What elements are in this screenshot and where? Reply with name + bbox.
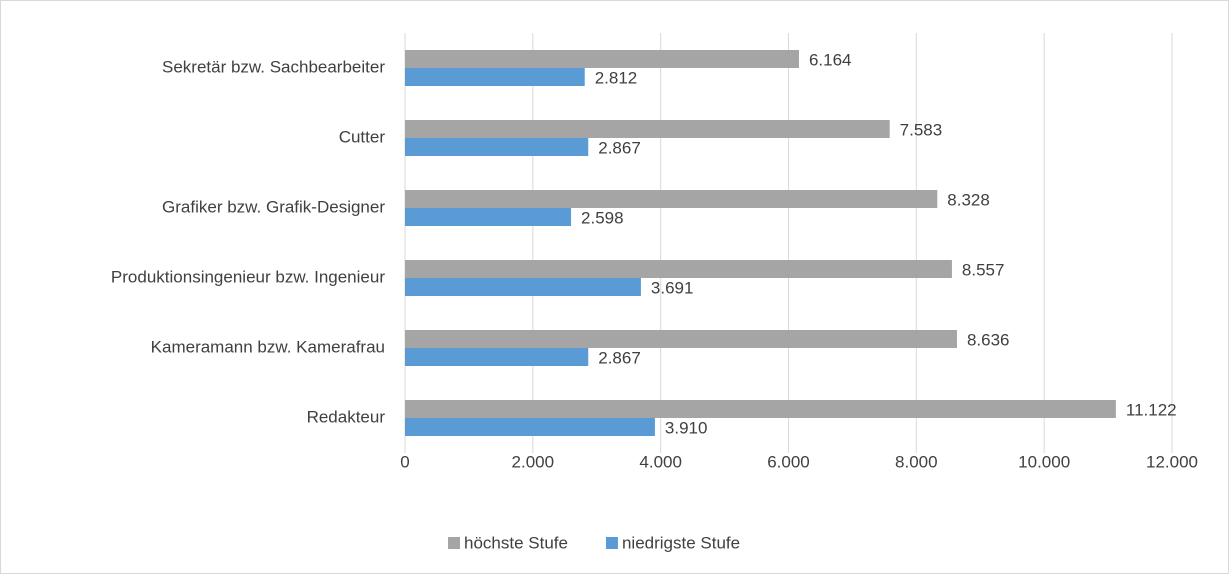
data-label: 2.867 [598, 348, 641, 367]
data-label: 8.557 [962, 260, 1005, 279]
bar [405, 190, 938, 208]
y-tick-label: Grafiker bzw. Grafik-Designer [162, 197, 385, 216]
x-tick-label: 4.000 [639, 452, 682, 471]
data-label: 2.812 [595, 68, 638, 87]
legend-label: höchste Stufe [464, 533, 568, 552]
bar [405, 208, 572, 226]
y-tick-label: Sekretär bzw. Sachbearbeiter [162, 57, 385, 76]
y-tick-label: Produktionsingenieur bzw. Ingenieur [111, 267, 385, 286]
data-label: 6.164 [809, 50, 852, 69]
bar [405, 260, 952, 278]
y-tick-label: Kameramann bzw. Kamerafrau [151, 337, 385, 356]
data-label: 8.328 [947, 190, 990, 209]
y-tick-label: Cutter [339, 127, 386, 146]
x-tick-label: 2.000 [512, 452, 555, 471]
data-label: 7.583 [900, 120, 943, 139]
x-tick-label: 10.000 [1018, 452, 1070, 471]
data-label: 2.598 [581, 208, 624, 227]
y-tick-label: Redakteur [307, 407, 386, 426]
bar [405, 278, 641, 296]
bar [405, 68, 585, 86]
data-label: 3.910 [665, 418, 708, 437]
x-tick-label: 0 [400, 452, 409, 471]
data-label: 2.867 [598, 138, 641, 157]
x-tick-label: 8.000 [895, 452, 938, 471]
x-tick-label: 6.000 [767, 452, 810, 471]
legend-swatch [448, 537, 460, 549]
bar [405, 138, 589, 156]
data-label: 8.636 [967, 330, 1010, 349]
bar [405, 120, 890, 138]
bar [405, 330, 957, 348]
bar [405, 348, 589, 366]
data-label: 3.691 [651, 278, 694, 297]
bar [405, 418, 655, 436]
legend-swatch [605, 537, 618, 549]
data-label: 11.122 [1126, 400, 1177, 419]
bar [405, 50, 799, 68]
legend-label: niedrigste Stufe [622, 533, 740, 552]
bar [405, 400, 1116, 418]
x-tick-label: 12.000 [1146, 452, 1198, 471]
